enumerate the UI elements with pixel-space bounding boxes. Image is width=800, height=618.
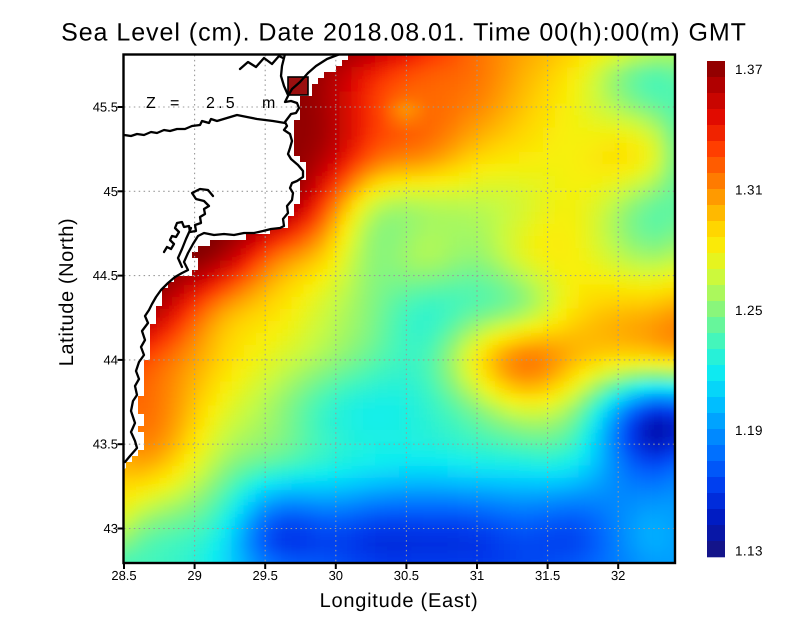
svg-text:Longitude (East): Longitude (East): [320, 590, 479, 612]
svg-text:1.25: 1.25: [735, 303, 763, 318]
svg-text:43: 43: [104, 521, 118, 536]
svg-text:1.13: 1.13: [735, 544, 763, 559]
svg-text:29.5: 29.5: [253, 568, 278, 583]
svg-text:43.5: 43.5: [93, 437, 118, 452]
svg-text:29: 29: [187, 568, 201, 583]
svg-text:1.19: 1.19: [735, 423, 763, 438]
svg-text:28.5: 28.5: [111, 568, 136, 583]
svg-text:45.5: 45.5: [93, 100, 118, 115]
svg-text:45: 45: [104, 184, 118, 199]
svg-text:Sea Level (cm). Date 2018.08.0: Sea Level (cm). Date 2018.08.01. Time 00…: [61, 19, 747, 47]
svg-text:Z: Z: [146, 95, 156, 112]
svg-text:1.31: 1.31: [735, 182, 763, 197]
svg-text:=: =: [170, 95, 179, 112]
svg-text:44.5: 44.5: [93, 268, 118, 283]
svg-text:Latitude (North): Latitude (North): [56, 218, 78, 367]
svg-text:31: 31: [470, 568, 484, 583]
svg-text:2.5: 2.5: [206, 95, 238, 112]
svg-text:30.5: 30.5: [394, 568, 419, 583]
svg-text:32: 32: [611, 568, 625, 583]
svg-text:30: 30: [329, 568, 343, 583]
svg-text:1.37: 1.37: [735, 62, 763, 77]
svg-text:m: m: [262, 95, 275, 112]
svg-text:31.5: 31.5: [535, 568, 560, 583]
svg-text:44: 44: [104, 352, 118, 367]
